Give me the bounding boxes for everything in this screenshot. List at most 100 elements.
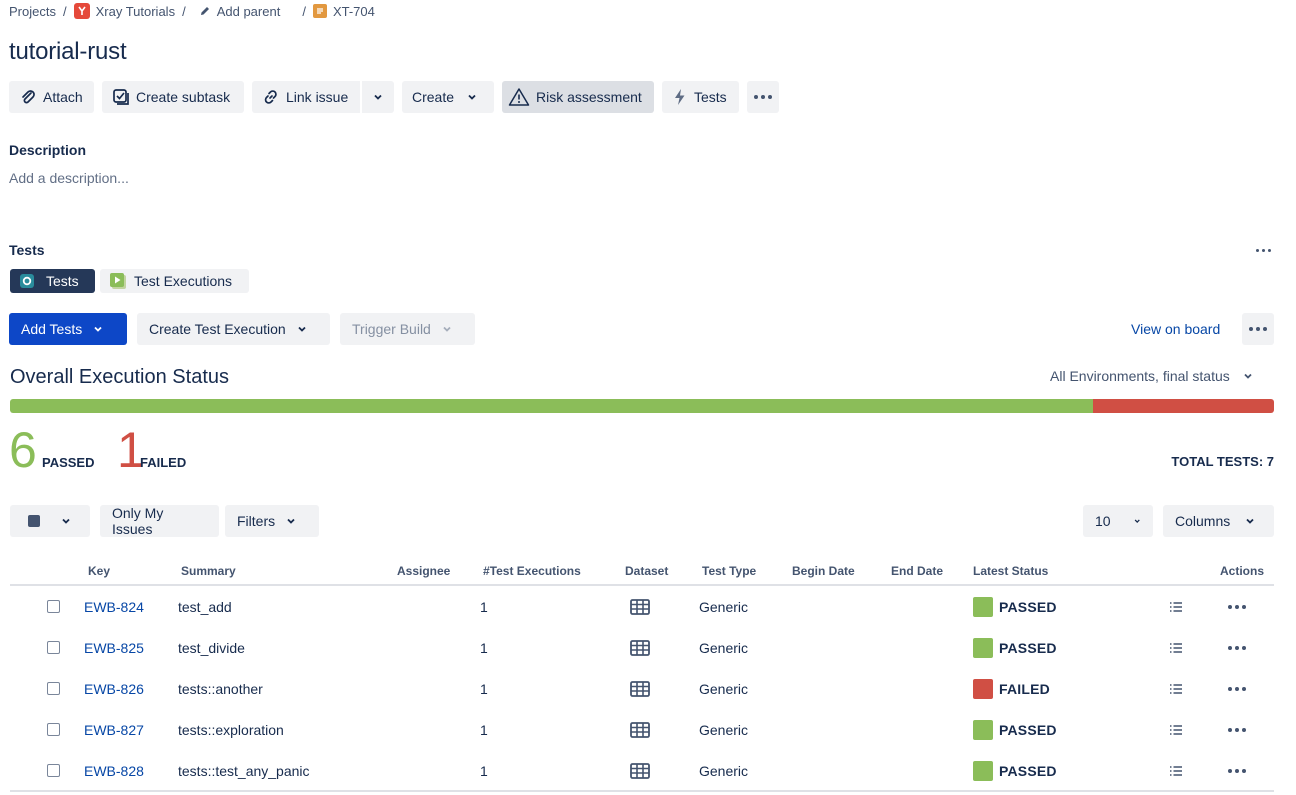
failed-count[interactable]: 1 bbox=[117, 422, 145, 478]
row-actions-button[interactable] bbox=[1228, 586, 1246, 627]
dataset-icon[interactable] bbox=[630, 668, 650, 709]
row-checkbox[interactable] bbox=[47, 586, 60, 627]
breadcrumb: Projects / Xray Tutorials / Add parent /… bbox=[9, 3, 375, 19]
row-checkbox[interactable] bbox=[47, 750, 60, 791]
test-steps-icon[interactable] bbox=[1169, 627, 1183, 668]
columns-button[interactable]: Columns bbox=[1163, 505, 1274, 537]
column-header-test-type[interactable]: Test Type bbox=[702, 564, 757, 578]
dataset-icon[interactable] bbox=[630, 586, 650, 627]
breadcrumb-add-parent[interactable]: Add parent bbox=[199, 4, 280, 19]
warning-icon bbox=[508, 88, 530, 106]
breadcrumb-project[interactable]: Xray Tutorials bbox=[73, 3, 175, 19]
bulk-select-dropdown[interactable] bbox=[10, 505, 90, 537]
description-field[interactable]: Add a description... bbox=[9, 170, 129, 186]
pencil-icon bbox=[200, 7, 209, 15]
row-status-label: PASSED bbox=[999, 721, 1057, 738]
column-header-end-date[interactable]: End Date bbox=[891, 564, 944, 578]
filters-button[interactable]: Filters bbox=[225, 505, 319, 537]
link-issue-dropdown-button[interactable] bbox=[362, 81, 394, 113]
page-size-select[interactable]: 10 bbox=[1083, 505, 1153, 537]
column-header-key[interactable]: Key bbox=[88, 564, 111, 578]
chevron-down-icon bbox=[443, 326, 451, 332]
environment-select[interactable]: All Environments, final status bbox=[1050, 368, 1254, 384]
issue-title[interactable]: tutorial-rust bbox=[9, 38, 127, 65]
link-issue-button[interactable]: Link issue bbox=[252, 81, 360, 113]
attach-label: Attach bbox=[43, 89, 83, 105]
xray-test-icon bbox=[20, 274, 34, 288]
breadcrumb-issue[interactable]: XT-704 bbox=[312, 4, 375, 19]
trigger-build-button[interactable]: Trigger Build bbox=[340, 313, 475, 345]
progress-passed-segment[interactable] bbox=[10, 399, 1094, 413]
view-on-board-link[interactable]: View on board bbox=[1131, 321, 1221, 337]
row-actions-button[interactable] bbox=[1228, 709, 1246, 750]
paperclip-icon bbox=[22, 90, 35, 104]
row-test-executions[interactable]: 1 bbox=[480, 639, 488, 656]
dataset-icon[interactable] bbox=[630, 750, 650, 791]
passed-count[interactable]: 6 bbox=[9, 422, 37, 478]
filters-label: Filters bbox=[237, 513, 276, 529]
passed-label[interactable]: PASSED bbox=[42, 455, 95, 470]
row-checkbox[interactable] bbox=[47, 627, 60, 668]
create-button[interactable]: Create bbox=[402, 81, 494, 113]
column-header-assignee[interactable]: Assignee bbox=[397, 564, 451, 578]
create-test-execution-button[interactable]: Create Test Execution bbox=[137, 313, 330, 345]
add-tests-label: Add Tests bbox=[21, 321, 83, 337]
row-test-executions[interactable]: 1 bbox=[480, 680, 488, 697]
table-row[interactable]: EWB-825 test_divide 1 Generic PASSED bbox=[10, 627, 1274, 668]
tests-more-button[interactable] bbox=[1253, 244, 1273, 256]
tests-label: Tests bbox=[694, 89, 727, 105]
row-actions-button[interactable] bbox=[1228, 750, 1246, 791]
column-header-begin-date[interactable]: Begin Date bbox=[792, 564, 855, 578]
attach-button[interactable]: Attach bbox=[9, 81, 94, 113]
row-test-executions[interactable]: 1 bbox=[480, 598, 488, 615]
row-actions-button[interactable] bbox=[1228, 668, 1246, 709]
tab-tests[interactable]: Tests bbox=[10, 269, 95, 293]
tab-test-executions[interactable]: Test Executions bbox=[100, 269, 249, 293]
table-row[interactable]: EWB-827 tests::exploration 1 Generic PASSED bbox=[10, 709, 1274, 750]
risk-assessment-button[interactable]: Risk assessment bbox=[502, 81, 654, 113]
tests-button[interactable]: Tests bbox=[662, 81, 739, 113]
row-checkbox[interactable] bbox=[47, 668, 60, 709]
test-steps-icon[interactable] bbox=[1169, 668, 1183, 709]
breadcrumb-separator: / bbox=[182, 3, 186, 19]
column-header-latest-status[interactable]: Latest Status bbox=[973, 564, 1049, 578]
more-actions-button[interactable] bbox=[747, 81, 779, 113]
row-key-link[interactable]: EWB-825 bbox=[84, 639, 144, 656]
row-summary: tests::another bbox=[178, 680, 263, 697]
progress-failed-segment[interactable] bbox=[1093, 399, 1274, 413]
row-key-link[interactable]: EWB-824 bbox=[84, 598, 144, 615]
breadcrumb-separator: / bbox=[62, 3, 67, 19]
chevron-down-icon bbox=[298, 326, 306, 332]
row-summary: tests::test_any_panic bbox=[178, 762, 310, 779]
test-steps-icon[interactable] bbox=[1169, 586, 1183, 627]
row-key-link[interactable]: EWB-826 bbox=[84, 680, 144, 697]
row-checkbox[interactable] bbox=[47, 709, 60, 750]
table-row[interactable]: EWB-828 tests::test_any_panic 1 Generic PASS… bbox=[10, 750, 1274, 791]
row-test-executions[interactable]: 1 bbox=[480, 762, 488, 779]
only-my-issues-button[interactable]: Only My Issues bbox=[100, 505, 219, 537]
chevron-down-icon bbox=[1134, 519, 1140, 523]
row-key-link[interactable]: EWB-827 bbox=[84, 721, 144, 738]
tab-tests-label: Tests bbox=[46, 273, 79, 289]
row-key-link[interactable]: EWB-828 bbox=[84, 762, 144, 779]
dataset-icon[interactable] bbox=[630, 627, 650, 668]
table-row[interactable]: EWB-824 test_add 1 Generic PASSED bbox=[10, 586, 1274, 627]
row-summary: test_divide bbox=[178, 639, 245, 656]
table-row[interactable]: EWB-826 tests::another 1 Generic FAILED bbox=[10, 668, 1274, 709]
row-test-executions[interactable]: 1 bbox=[480, 721, 488, 738]
column-header-test-executions[interactable]: #Test Executions bbox=[483, 564, 581, 578]
tests-actions-more-button[interactable] bbox=[1242, 313, 1274, 345]
column-header-dataset[interactable]: Dataset bbox=[625, 564, 669, 578]
row-latest-status: PASSED bbox=[973, 709, 1057, 750]
failed-label[interactable]: FAILED bbox=[140, 455, 187, 470]
test-steps-icon[interactable] bbox=[1169, 750, 1183, 791]
breadcrumb-projects[interactable]: Projects bbox=[9, 3, 56, 19]
test-steps-icon[interactable] bbox=[1169, 709, 1183, 750]
add-tests-button[interactable]: Add Tests bbox=[9, 313, 127, 345]
create-subtask-button[interactable]: Create subtask bbox=[102, 81, 244, 113]
row-summary: tests::exploration bbox=[178, 721, 284, 738]
column-header-summary[interactable]: Summary bbox=[181, 564, 236, 578]
more-icon bbox=[1249, 327, 1267, 331]
dataset-icon[interactable] bbox=[630, 709, 650, 750]
row-actions-button[interactable] bbox=[1228, 627, 1246, 668]
